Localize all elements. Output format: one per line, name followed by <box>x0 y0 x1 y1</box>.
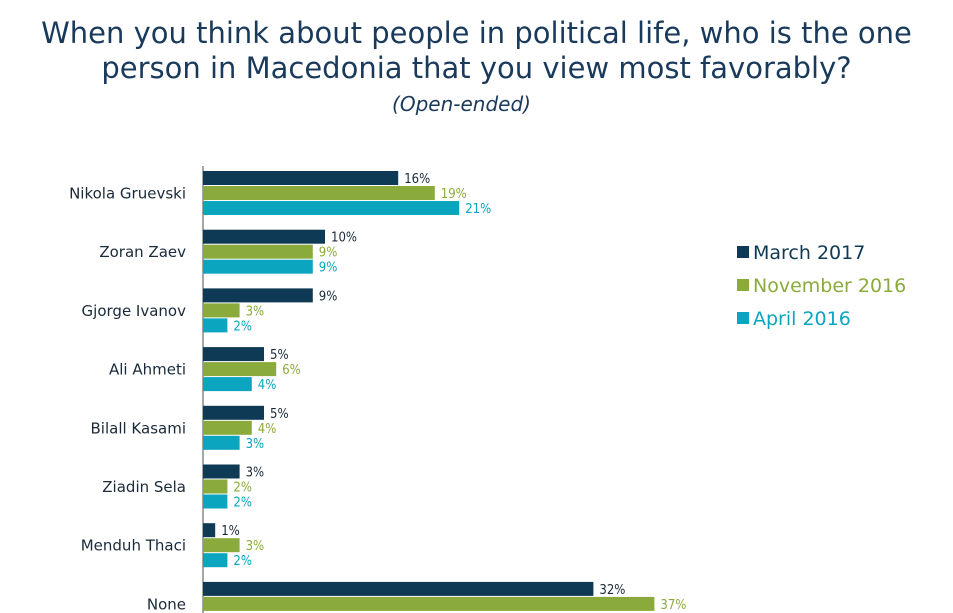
chart-title-line-1: When you think about people in political… <box>41 16 912 50</box>
value-label-march-2017-nikola-gruevski: 16% <box>404 172 430 187</box>
bar-march-2017-menduh-thaci <box>203 523 216 538</box>
category-label-zoran-zaev: Zoran Zaev <box>99 243 186 261</box>
chart-title: When you think about people in political… <box>0 16 953 86</box>
category-label-ziadin-sela: Ziadin Sela <box>102 478 186 496</box>
bar-march-2017-bilall-kasami <box>203 405 264 420</box>
value-label-april-2016-zoran-zaev: 9% <box>319 261 338 276</box>
legend-label-march-2017: March 2017 <box>753 242 865 264</box>
bar-march-2017-ali-ahmeti <box>203 347 264 362</box>
legend-swatch-november-2016 <box>737 279 749 291</box>
legend-label-november-2016: November 2016 <box>753 275 906 297</box>
bar-november-2016-zoran-zaev <box>203 244 313 259</box>
value-label-november-2016-gjorge-ivanov: 3% <box>246 304 265 319</box>
value-label-november-2016-zoran-zaev: 9% <box>319 246 338 261</box>
value-label-november-2016-nikola-gruevski: 19% <box>441 187 467 202</box>
value-label-april-2016-menduh-thaci: 2% <box>233 554 252 569</box>
value-label-april-2016-ziadin-sela: 2% <box>233 496 252 511</box>
value-label-march-2017-none: 32% <box>599 583 625 598</box>
bar-april-2016-ali-ahmeti <box>203 377 252 392</box>
value-label-april-2016-ali-ahmeti: 4% <box>258 378 277 393</box>
bar-march-2017-ziadin-sela <box>203 464 240 479</box>
bar-november-2016-menduh-thaci <box>203 538 240 553</box>
bar-april-2016-ziadin-sela <box>203 494 228 509</box>
bar-november-2016-none <box>203 596 655 611</box>
value-label-november-2016-bilall-kasami: 4% <box>258 422 277 437</box>
value-label-november-2016-none: 37% <box>660 598 686 613</box>
category-label-ali-ahmeti: Ali Ahmeti <box>109 361 186 379</box>
value-label-april-2016-bilall-kasami: 3% <box>246 437 265 452</box>
chart-subtitle: (Open-ended) <box>392 92 531 116</box>
bar-november-2016-nikola-gruevski <box>203 186 435 200</box>
chart-title-line-2: person in Macedonia that you view most f… <box>101 51 852 85</box>
bar-march-2017-none <box>203 581 594 596</box>
bar-march-2017-nikola-gruevski <box>203 171 399 185</box>
bar-april-2016-menduh-thaci <box>203 553 228 568</box>
value-label-march-2017-ali-ahmeti: 5% <box>270 348 289 363</box>
legend-swatch-march-2017 <box>737 246 749 258</box>
bar-april-2016-zoran-zaev <box>203 259 313 274</box>
category-label-bilall-kasami: Bilall Kasami <box>91 419 186 437</box>
category-label-none: None <box>147 595 186 613</box>
bar-march-2017-zoran-zaev <box>203 229 325 244</box>
value-label-november-2016-menduh-thaci: 3% <box>246 539 265 554</box>
value-label-march-2017-zoran-zaev: 10% <box>331 231 357 246</box>
bar-november-2016-ali-ahmeti <box>203 362 277 377</box>
value-label-march-2017-menduh-thaci: 1% <box>221 524 240 539</box>
value-label-march-2017-bilall-kasami: 5% <box>270 407 289 422</box>
value-label-april-2016-gjorge-ivanov: 2% <box>233 319 252 334</box>
bar-april-2016-gjorge-ivanov <box>203 318 228 333</box>
value-label-march-2017-ziadin-sela: 3% <box>246 466 265 481</box>
bar-april-2016-nikola-gruevski <box>203 201 460 215</box>
value-label-november-2016-ziadin-sela: 2% <box>233 481 252 496</box>
bar-november-2016-bilall-kasami <box>203 420 252 435</box>
legend-swatch-april-2016 <box>737 312 749 324</box>
legend-label-april-2016: April 2016 <box>753 308 851 330</box>
category-label-menduh-thaci: Menduh Thaci <box>81 537 186 555</box>
category-label-gjorge-ivanov: Gjorge Ivanov <box>82 302 187 320</box>
value-label-april-2016-nikola-gruevski: 21% <box>465 202 491 217</box>
bar-november-2016-gjorge-ivanov <box>203 303 240 318</box>
category-label-nikola-gruevski: Nikola Gruevski <box>69 185 186 203</box>
value-label-march-2017-gjorge-ivanov: 9% <box>319 289 338 304</box>
bar-november-2016-ziadin-sela <box>203 479 228 494</box>
bar-april-2016-bilall-kasami <box>203 435 240 450</box>
bar-march-2017-gjorge-ivanov <box>203 288 313 303</box>
value-label-november-2016-ali-ahmeti: 6% <box>282 363 301 378</box>
